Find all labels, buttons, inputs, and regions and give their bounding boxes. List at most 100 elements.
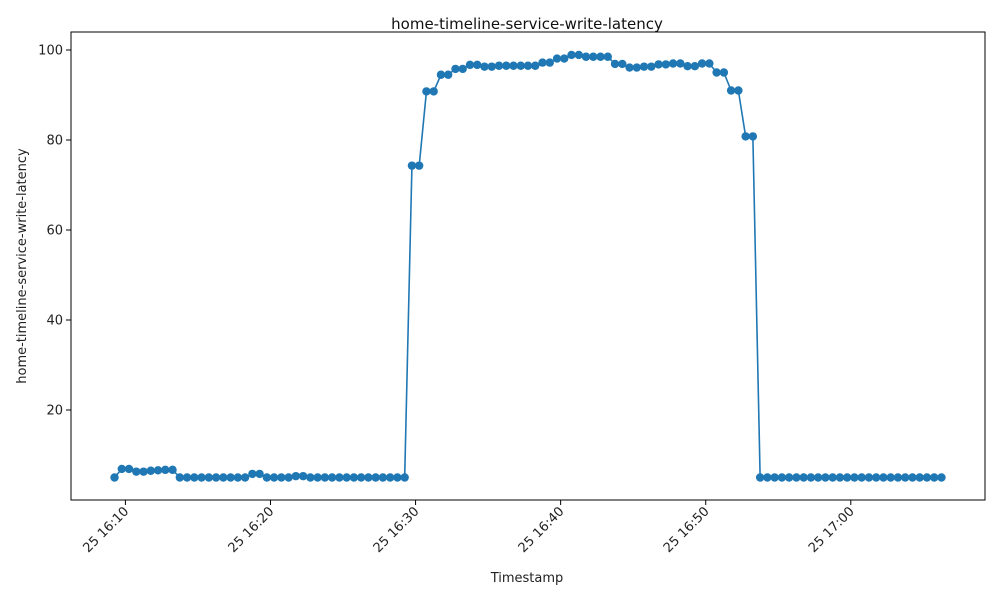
data-point	[763, 473, 772, 482]
data-point	[400, 473, 409, 482]
data-point	[248, 469, 257, 479]
data-point	[603, 52, 612, 61]
data-point	[639, 62, 649, 71]
data-point	[262, 473, 272, 482]
series-markers	[110, 50, 946, 482]
data-point	[545, 58, 554, 67]
data-point	[538, 58, 547, 67]
data-point	[371, 473, 380, 482]
data-point	[197, 473, 206, 482]
data-point	[110, 473, 119, 482]
data-point	[480, 62, 489, 71]
data-point	[168, 465, 177, 475]
y-tick-label: 100	[38, 44, 63, 59]
data-point	[429, 87, 438, 96]
data-point	[298, 471, 308, 481]
data-point	[204, 473, 214, 482]
data-point	[647, 62, 656, 71]
data-point	[806, 473, 816, 482]
data-point	[734, 86, 743, 95]
data-point	[255, 469, 264, 479]
data-point	[146, 466, 155, 475]
data-point	[741, 132, 750, 141]
data-point	[161, 465, 170, 475]
data-point	[277, 473, 286, 482]
x-tick-label: 25 16:30	[371, 504, 423, 556]
data-point	[879, 473, 888, 482]
x-tick-label: 25 16:40	[516, 504, 568, 556]
data-point	[516, 61, 525, 70]
data-point	[574, 50, 583, 60]
data-point	[117, 464, 126, 474]
data-point	[153, 466, 163, 475]
data-point	[502, 61, 511, 70]
data-point	[385, 473, 395, 482]
data-point	[828, 473, 837, 482]
data-point	[284, 473, 293, 482]
data-point	[226, 473, 235, 482]
data-point	[937, 473, 946, 482]
data-point	[335, 473, 344, 482]
data-point	[930, 473, 939, 482]
data-point	[320, 473, 330, 482]
data-point	[306, 473, 315, 482]
data-point	[705, 59, 714, 68]
y-tick-label: 60	[46, 224, 63, 239]
data-point	[393, 473, 402, 482]
data-point	[451, 64, 460, 74]
data-point	[726, 86, 736, 95]
data-point	[487, 62, 496, 71]
y-tick-label: 20	[46, 404, 63, 419]
data-point	[915, 473, 924, 482]
y-axis-title: home-timeline-service-write-latency	[15, 148, 30, 384]
data-point	[473, 60, 482, 70]
data-point	[190, 473, 199, 482]
x-tick-label: 25 16:20	[226, 504, 278, 556]
data-point	[908, 473, 917, 482]
y-tick-label: 80	[46, 134, 63, 149]
data-point	[560, 54, 569, 63]
data-point	[494, 61, 504, 70]
data-point	[712, 68, 721, 77]
data-point	[364, 473, 373, 482]
data-point	[893, 473, 903, 482]
data-point	[175, 473, 185, 482]
data-point	[821, 473, 830, 482]
data-point	[668, 59, 678, 68]
data-point	[683, 61, 692, 71]
data-point	[886, 473, 895, 482]
data-point	[777, 473, 787, 482]
chart-title: home-timeline-service-write-latency	[391, 15, 663, 33]
plot-frame	[70, 31, 986, 501]
data-point	[625, 63, 634, 72]
data-point	[784, 473, 794, 482]
data-point	[378, 473, 388, 482]
data-point	[589, 52, 598, 61]
x-tick-label: 25 16:50	[661, 504, 713, 556]
data-point	[233, 473, 243, 482]
data-point	[211, 473, 221, 482]
data-point	[436, 70, 446, 79]
data-point	[770, 473, 779, 482]
data-point	[690, 61, 700, 71]
data-point	[813, 473, 823, 482]
x-tick-label: 25 16:10	[81, 504, 133, 556]
data-point	[182, 473, 192, 482]
x-axis: 25 16:10 25 16:20 25 16:30 25 16:40 25 16:50…	[81, 500, 858, 556]
data-point	[610, 59, 620, 69]
data-point	[857, 473, 866, 482]
data-point	[661, 60, 671, 69]
data-point	[901, 473, 910, 482]
y-axis: 20 40 60 80 100	[38, 44, 71, 419]
data-point	[871, 473, 881, 482]
data-point	[552, 54, 562, 63]
data-point	[697, 59, 707, 68]
data-point	[618, 59, 627, 69]
data-point	[792, 473, 801, 482]
data-point	[755, 473, 765, 482]
data-point	[444, 70, 453, 79]
data-point	[458, 64, 467, 74]
data-point	[291, 471, 301, 481]
data-point	[139, 467, 148, 476]
